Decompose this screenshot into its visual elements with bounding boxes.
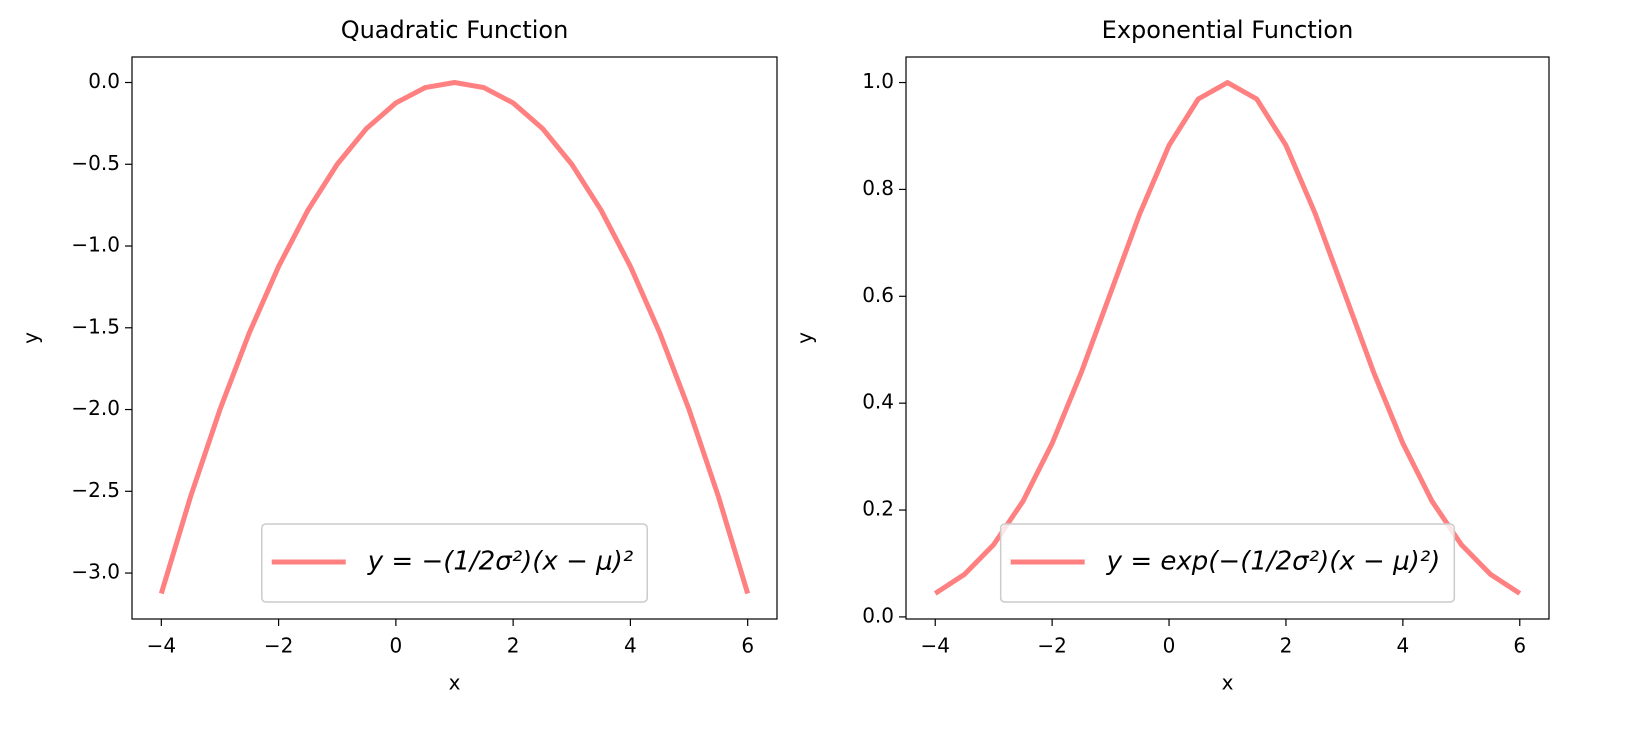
x-tick-label: −4	[147, 634, 176, 658]
x-tick-label: 6	[741, 634, 754, 658]
y-axis-label: y	[793, 332, 817, 344]
legend-label: y = exp(−(1/2σ²)(x − μ)²)	[1106, 547, 1441, 577]
y-tick-label: −1.0	[71, 233, 120, 257]
chart-title: Quadratic Function	[341, 16, 569, 44]
y-tick-label: 0.0	[862, 603, 894, 627]
y-tick-label: 0.8	[862, 176, 894, 200]
legend: y = −(1/2σ²)(x − μ)²	[261, 523, 648, 603]
y-tick-label: −2.5	[71, 478, 120, 502]
y-tick-label: 1.0	[862, 69, 894, 93]
x-axis-label: x	[1222, 671, 1234, 695]
line	[933, 80, 1522, 596]
x-tick-label: −2	[264, 634, 293, 658]
legend-label: y = −(1/2σ²)(x − μ)²	[367, 547, 633, 577]
legend-box	[999, 523, 1456, 603]
axes-frame	[905, 56, 1550, 620]
y-axis-label: y	[19, 332, 43, 344]
x-tick-label: 4	[1396, 634, 1409, 658]
x-tick-label: 0	[389, 634, 402, 658]
y-tick-label: −1.5	[71, 314, 120, 338]
legend-box	[261, 523, 648, 603]
y-tick-label: 0.4	[862, 390, 894, 414]
y-tick-label: −0.5	[71, 151, 120, 175]
y-tick-label: 0.0	[88, 69, 120, 93]
y-tick-label: −2.0	[71, 396, 120, 420]
x-tick-label: 0	[1163, 634, 1176, 658]
y-tick-label: −3.0	[71, 560, 120, 584]
legend: y = exp(−(1/2σ²)(x − μ)²)	[999, 523, 1456, 603]
x-tick-label: 4	[624, 634, 637, 658]
x-tick-label: −2	[1037, 634, 1066, 658]
y-tick-label: 0.2	[862, 497, 894, 521]
x-tick-label: 2	[507, 634, 520, 658]
line	[158, 80, 751, 595]
chart-title: Exponential Function	[1102, 16, 1354, 44]
axes-frame	[131, 56, 778, 620]
x-tick-label: 2	[1280, 634, 1293, 658]
y-tick-label: 0.6	[862, 283, 894, 307]
x-tick-label: 6	[1513, 634, 1526, 658]
x-tick-label: −4	[920, 634, 949, 658]
x-axis-label: x	[449, 671, 461, 695]
